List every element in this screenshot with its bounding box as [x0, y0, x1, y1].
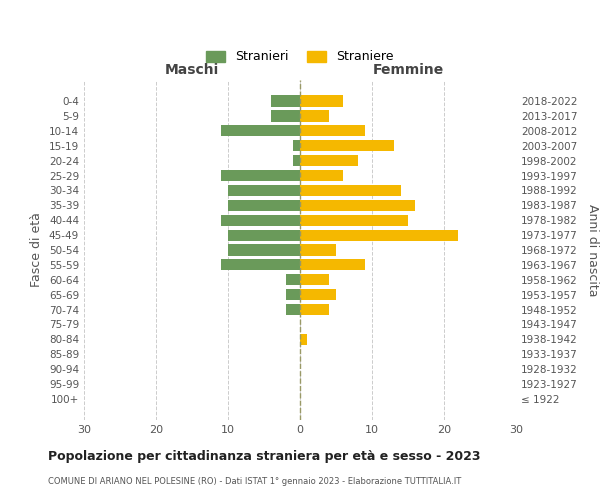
- Bar: [286, 304, 300, 315]
- Bar: [221, 125, 300, 136]
- Text: Popolazione per cittadinanza straniera per età e sesso - 2023: Popolazione per cittadinanza straniera p…: [48, 450, 481, 463]
- Bar: [300, 230, 458, 240]
- Bar: [271, 96, 300, 106]
- Bar: [300, 170, 343, 181]
- Bar: [221, 214, 300, 226]
- Text: Femmine: Femmine: [373, 62, 443, 76]
- Bar: [300, 155, 358, 166]
- Bar: [300, 289, 336, 300]
- Bar: [286, 274, 300, 285]
- Bar: [293, 140, 300, 151]
- Bar: [300, 334, 307, 345]
- Bar: [300, 244, 336, 256]
- Bar: [300, 200, 415, 211]
- Bar: [300, 260, 365, 270]
- Bar: [300, 140, 394, 151]
- Bar: [300, 110, 329, 122]
- Bar: [300, 304, 329, 315]
- Bar: [228, 244, 300, 256]
- Bar: [300, 125, 365, 136]
- Y-axis label: Anni di nascita: Anni di nascita: [586, 204, 599, 296]
- Bar: [286, 289, 300, 300]
- Bar: [228, 200, 300, 211]
- Bar: [300, 185, 401, 196]
- Text: Maschi: Maschi: [165, 62, 219, 76]
- Bar: [300, 274, 329, 285]
- Bar: [300, 214, 408, 226]
- Y-axis label: Fasce di età: Fasce di età: [31, 212, 43, 288]
- Bar: [228, 230, 300, 240]
- Bar: [271, 110, 300, 122]
- Bar: [293, 155, 300, 166]
- Bar: [228, 185, 300, 196]
- Bar: [221, 260, 300, 270]
- Bar: [300, 96, 343, 106]
- Bar: [221, 170, 300, 181]
- Text: COMUNE DI ARIANO NEL POLESINE (RO) - Dati ISTAT 1° gennaio 2023 - Elaborazione T: COMUNE DI ARIANO NEL POLESINE (RO) - Dat…: [48, 478, 461, 486]
- Legend: Stranieri, Straniere: Stranieri, Straniere: [202, 46, 398, 68]
